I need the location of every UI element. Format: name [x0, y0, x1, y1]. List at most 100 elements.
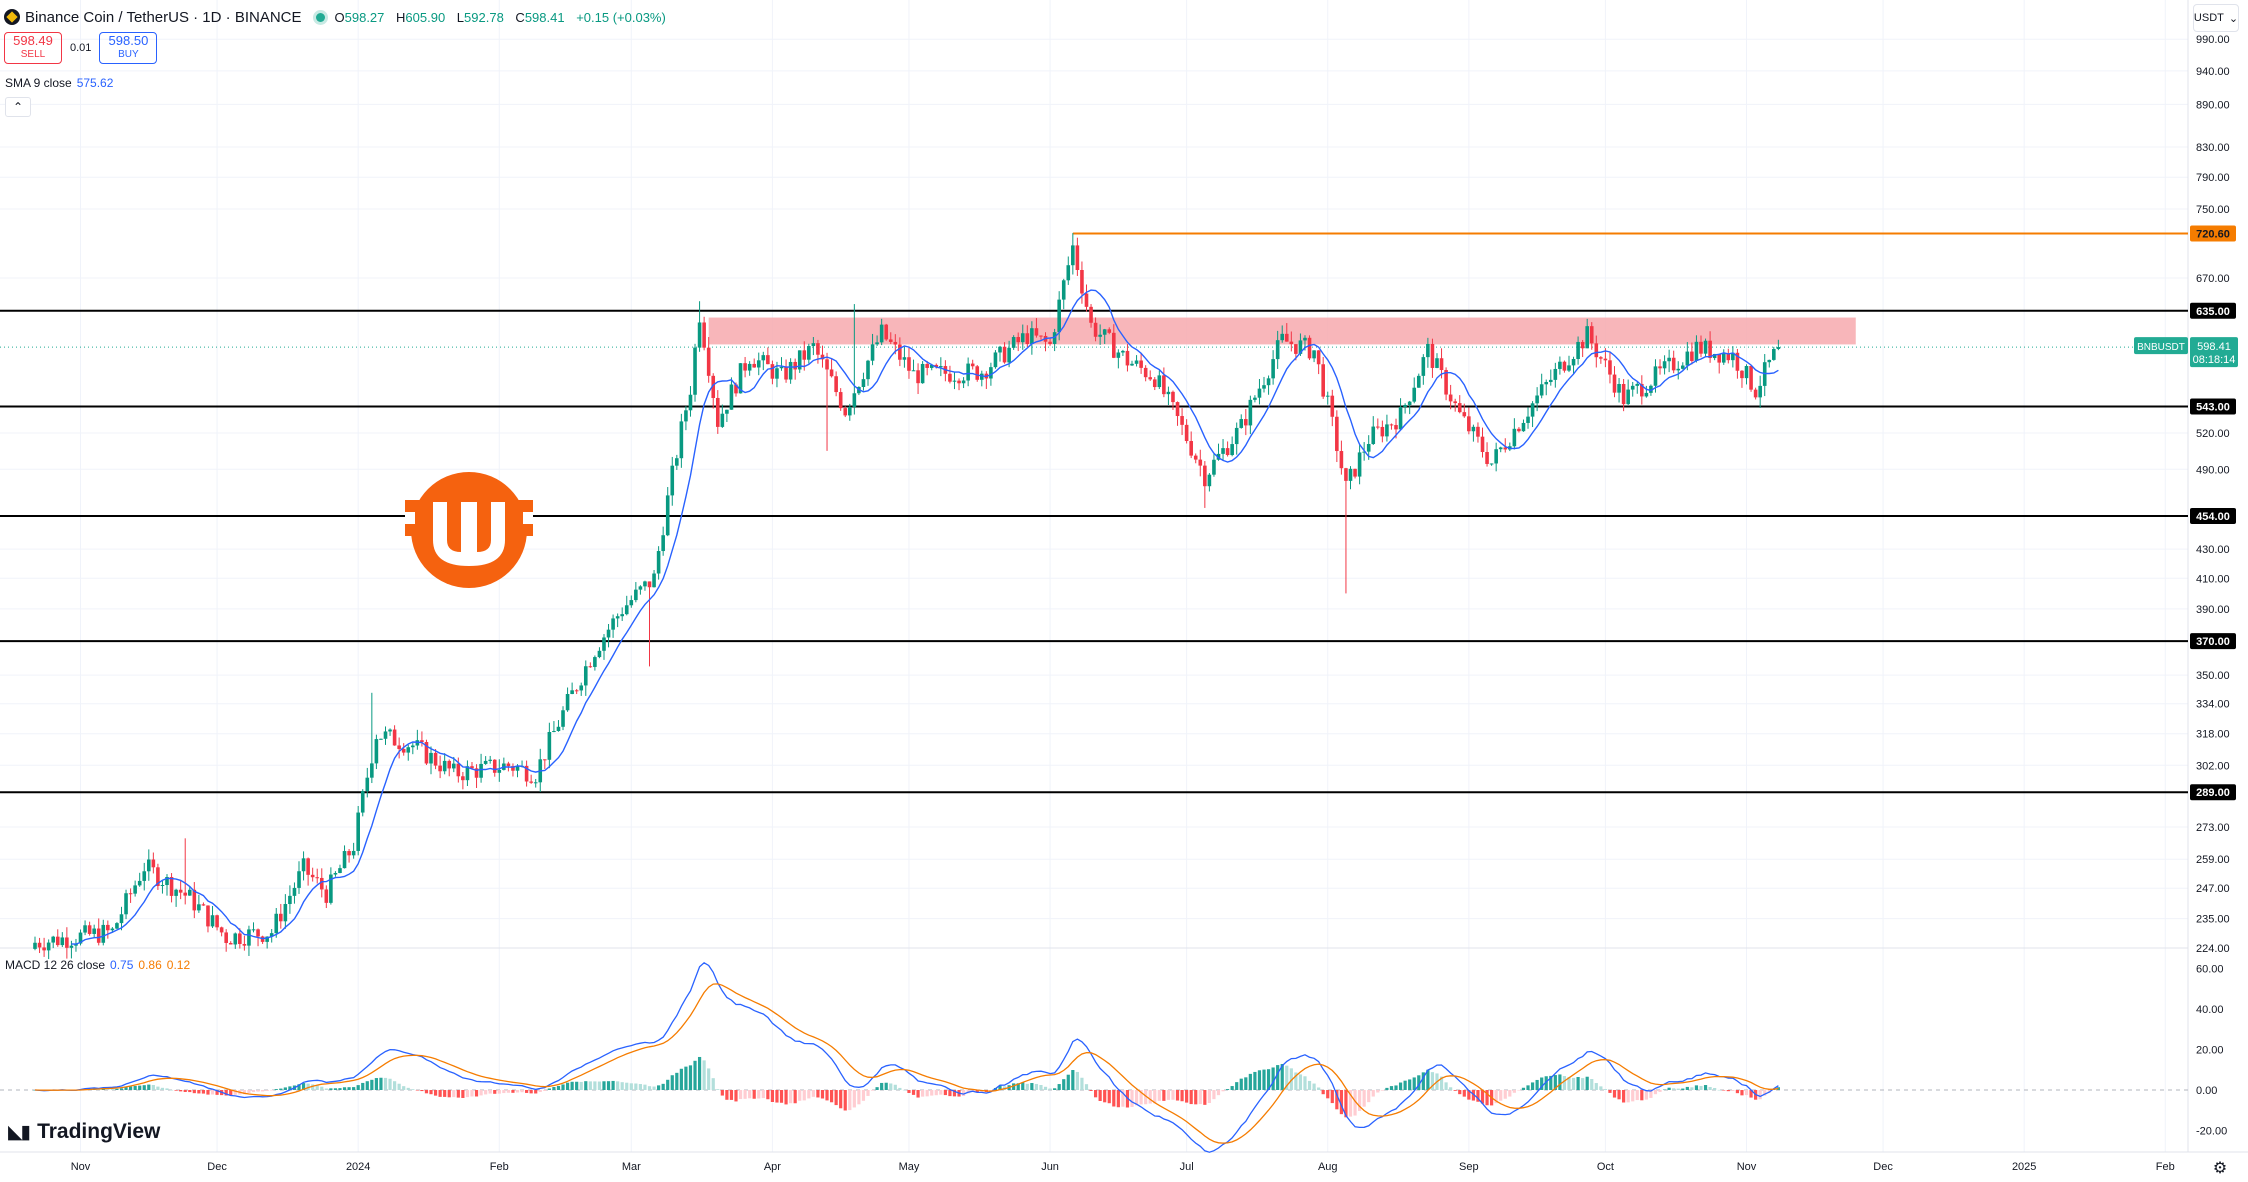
candle-body	[1407, 401, 1412, 405]
macd-histogram-bar	[1676, 1088, 1680, 1090]
macd-histogram-bar	[889, 1083, 893, 1090]
time-axis[interactable]: Nov Dec 2024 Feb Mar Apr May Jun Jul Aug Sep Oct Nov…	[71, 1161, 2175, 1173]
macd-legend[interactable]: MACD 12 26 close 0.75 0.86 0.12	[5, 958, 191, 972]
buy-button[interactable]: 598.50 BUY	[99, 32, 158, 64]
candle-body	[1526, 416, 1530, 423]
candle-body	[101, 924, 106, 943]
candle-body	[643, 581, 647, 587]
macd-histogram-bar	[743, 1090, 747, 1099]
macd-histogram-bar	[288, 1086, 292, 1090]
macd-histogram-bar	[1631, 1090, 1635, 1102]
price-tick-label: 520.00	[2196, 428, 2230, 440]
macd-histogram-bar	[1221, 1090, 1225, 1092]
horizontal-levels[interactable]	[0, 232, 2188, 794]
candle-body	[1539, 384, 1544, 396]
macd-histogram-bar	[752, 1090, 756, 1099]
candle-body	[360, 791, 365, 813]
candle-body	[939, 366, 943, 368]
candle-body	[110, 928, 115, 931]
candle-body	[861, 379, 866, 387]
grid-lines	[0, 0, 2248, 1153]
macd-histogram-bar	[1744, 1090, 1749, 1096]
candle-body	[565, 694, 570, 711]
candle-body	[579, 685, 584, 691]
macd-histogram-bar	[1216, 1090, 1221, 1096]
sell-button[interactable]: 598.49 SELL	[4, 32, 62, 64]
candle-body	[679, 421, 684, 459]
macd-tick-label: 60.00	[2196, 964, 2224, 976]
macd-histogram-bar	[1344, 1090, 1348, 1118]
change-value: +0.15 (+0.03%)	[576, 9, 666, 25]
macd-histogram-bar	[748, 1090, 752, 1099]
candle-body	[1030, 328, 1034, 345]
macd-histogram-bar	[948, 1090, 952, 1097]
macd-histogram-bar	[165, 1088, 169, 1090]
candle-body	[310, 874, 315, 878]
macd-histogram-bar	[616, 1081, 620, 1090]
candle-body	[1776, 347, 1781, 349]
macd-histogram-bar	[333, 1088, 338, 1090]
macd-histogram-bar	[720, 1090, 724, 1096]
macd-histogram-bar	[1467, 1090, 1471, 1100]
macd-histogram-bar	[697, 1056, 702, 1090]
candle-body	[1398, 406, 1403, 430]
symbol-title[interactable]: Binance Coin / TetherUS · 1D · BINANCE	[25, 8, 302, 26]
macd-histogram-bar	[529, 1090, 533, 1094]
candle-body	[96, 928, 101, 943]
sma-legend[interactable]: SMA 9 close 575.62	[5, 76, 114, 90]
macd-histogram-bar	[1594, 1083, 1598, 1090]
time-tick-label: Mar	[622, 1161, 641, 1173]
macd-histogram-bar	[561, 1084, 565, 1090]
macd-histogram-bar	[1726, 1090, 1730, 1092]
macd-value: 0.75	[110, 958, 134, 972]
macd-histogram-bar	[1394, 1085, 1398, 1090]
candle-body	[297, 871, 301, 888]
macd-histogram-bar	[989, 1090, 993, 1091]
candle-body	[1348, 468, 1353, 481]
currency-selector[interactable]: USDT ⌄	[2193, 4, 2239, 32]
macd-histogram-bar	[934, 1090, 938, 1096]
candle-body	[160, 885, 165, 887]
macd-histogram-bar	[1262, 1069, 1266, 1090]
macd-histogram-bar	[497, 1090, 501, 1094]
macd-histogram-bar	[1681, 1088, 1685, 1090]
macd-histogram-bar	[921, 1090, 925, 1097]
candle-body	[911, 370, 916, 372]
macd-histogram-bar	[1071, 1070, 1075, 1090]
candle-body	[1039, 335, 1043, 337]
price-tick-label: 490.00	[2196, 464, 2230, 476]
macd-histogram-bar	[884, 1082, 888, 1090]
collapse-legend-button[interactable]: ⌃	[5, 97, 31, 117]
settings-gear-icon[interactable]: ⚙	[2212, 1160, 2228, 1177]
candle-body	[1640, 383, 1644, 397]
time-tick-label: Sep	[1459, 1161, 1479, 1173]
candle-body	[397, 745, 401, 749]
macd-histogram-bar	[1517, 1090, 1521, 1091]
macd-histogram-bar	[916, 1090, 920, 1098]
macd-histogram-bar	[197, 1090, 201, 1094]
macd-histogram-bar	[629, 1083, 633, 1090]
macd-tick-label: 40.00	[2196, 1004, 2224, 1016]
candle-body	[1662, 361, 1667, 369]
macd-histogram-bar	[1148, 1090, 1152, 1104]
candle-body	[1284, 333, 1289, 342]
price-axis[interactable]: 990.00 940.00 890.00 830.00 790.00 750.00 670.…	[2134, 34, 2238, 1138]
candle-body	[1271, 359, 1275, 379]
candle-body	[370, 763, 374, 778]
macd-histogram-bar	[1685, 1086, 1689, 1090]
macd-histogram-bar	[1376, 1090, 1380, 1093]
macd-histogram-bar	[233, 1090, 237, 1095]
macd-histogram-bar	[1039, 1085, 1043, 1090]
tradingview-logo[interactable]: ◣▮ TradingView	[8, 1120, 161, 1143]
candle-body	[442, 760, 447, 772]
macd-histogram-bar	[1335, 1090, 1339, 1110]
candle-body	[146, 859, 151, 872]
candle-body	[178, 889, 183, 893]
macd-histogram-bar	[1653, 1090, 1658, 1095]
candle-body	[65, 937, 69, 948]
candle-body	[875, 342, 879, 345]
level-price-badge	[2190, 633, 2236, 650]
macd-histogram-bar	[1371, 1090, 1375, 1097]
candle-body	[1658, 366, 1662, 369]
